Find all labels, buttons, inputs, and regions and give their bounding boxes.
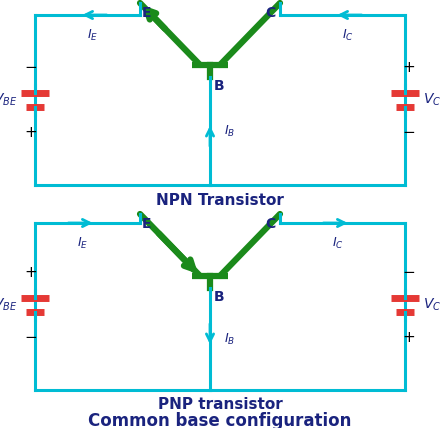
Text: B: B	[214, 79, 225, 93]
Text: +: +	[403, 60, 415, 75]
Text: −: −	[403, 265, 415, 280]
Text: PNP transistor: PNP transistor	[158, 397, 282, 412]
Text: $V_{CB}$: $V_{CB}$	[423, 92, 440, 108]
Text: +: +	[25, 265, 37, 280]
Text: C: C	[266, 217, 276, 231]
Text: B: B	[214, 290, 225, 304]
Text: C: C	[266, 6, 276, 20]
Text: $I_C$: $I_C$	[341, 28, 353, 43]
Text: −: −	[403, 125, 415, 140]
Text: $I_E$: $I_E$	[87, 28, 98, 43]
Text: E: E	[142, 6, 151, 20]
Text: $I_B$: $I_B$	[224, 331, 235, 347]
Text: $I_E$: $I_E$	[77, 236, 88, 251]
Text: Common base configuration: Common base configuration	[88, 412, 352, 428]
Text: $I_B$: $I_B$	[224, 123, 235, 139]
Text: $V_{BE}$: $V_{BE}$	[0, 92, 17, 108]
Text: +: +	[403, 330, 415, 345]
Text: $I_C$: $I_C$	[332, 236, 343, 251]
Text: NPN Transistor: NPN Transistor	[156, 193, 284, 208]
Text: −: −	[25, 330, 37, 345]
Text: $V_{CB}$: $V_{CB}$	[423, 297, 440, 313]
Text: E: E	[142, 217, 151, 231]
Text: $V_{BE}$: $V_{BE}$	[0, 297, 17, 313]
Text: −: −	[25, 60, 37, 75]
Text: +: +	[25, 125, 37, 140]
